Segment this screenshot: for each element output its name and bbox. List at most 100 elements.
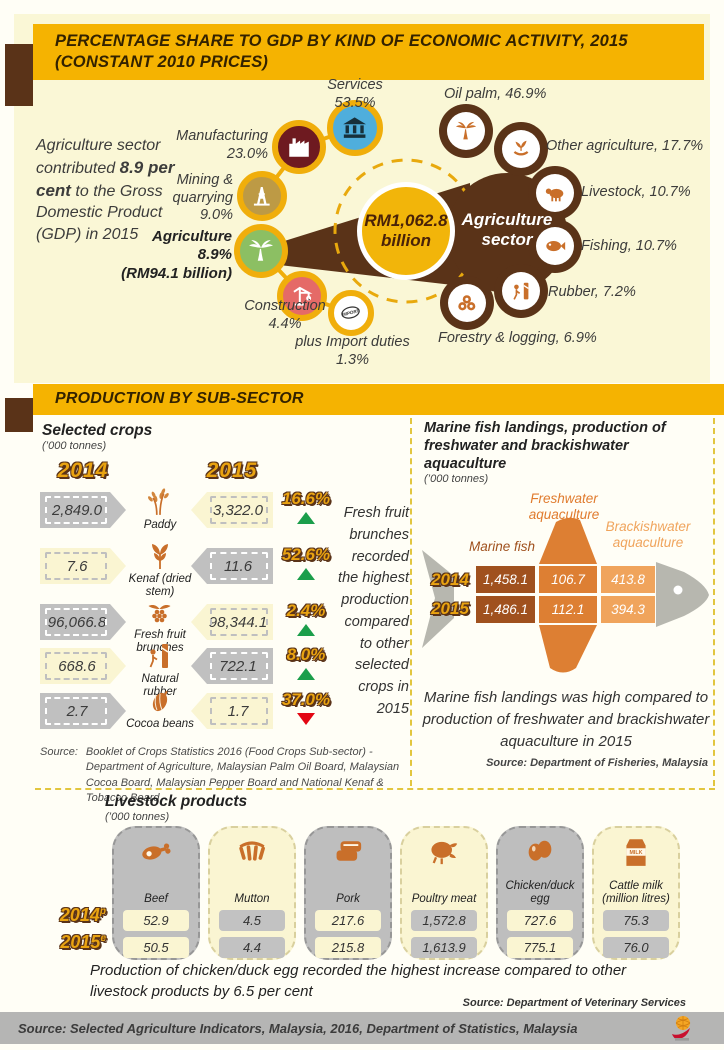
beef-name: Beef — [144, 892, 168, 905]
agriculture-sector-label: Agriculture sector — [452, 210, 562, 251]
import-duties-label: plus Import duties 1.3% — [295, 334, 410, 369]
poultry-name: Poultry meat — [411, 892, 477, 905]
mining-circle — [237, 171, 287, 221]
crane-icon — [293, 286, 313, 306]
eggs-icon — [498, 835, 582, 867]
livestock-share-label: Livestock, 10.7% — [581, 184, 691, 200]
cocoa-name: Cocoa beans — [126, 718, 194, 730]
livestock-year-2015-text: 2015 — [60, 932, 101, 952]
crops-source-text: Booklet of Crops Statistics 2016 (Food C… — [85, 746, 400, 805]
rubber-2015-value: 722.1 — [219, 657, 257, 675]
services-circle — [327, 100, 383, 156]
import-duties-pct: 1.3% — [335, 351, 370, 368]
marine-fish-label: Marine fish — [468, 539, 536, 554]
agriculture-label: Agriculture 8.9% (RM94.1 billion) — [108, 228, 232, 283]
page-title-line2: (CONSTANT 2010 PRICES) — [55, 53, 269, 71]
paddy-icon — [129, 485, 191, 517]
paddy-2014-value: 2,849.0 — [51, 501, 103, 519]
factory-icon — [289, 138, 309, 157]
kenaf-2014-value: 7.6 — [66, 557, 88, 575]
oil-palm-share-label: Oil palm, 46.9% — [444, 86, 547, 102]
paddy-change-pct: 16.6% — [281, 489, 331, 508]
mutton-name: Mutton — [234, 892, 270, 905]
construction-pct: 4.4% — [268, 315, 302, 332]
agriculture-circle — [234, 224, 288, 278]
fresh-2015-value: 112.1 — [539, 596, 597, 623]
forestry-share-label: Forestry & logging, 6.9% — [438, 330, 597, 346]
fisheries-panel: Marine fish landings, production of fres… — [420, 415, 714, 788]
cocoa-2014-value: 2.7 — [66, 702, 88, 720]
kenaf-change-pct: 52.6% — [281, 545, 331, 564]
livestock-year-2014-text: 2014 — [59, 905, 100, 925]
beef-icon — [114, 835, 198, 867]
services-pct: 53.5% — [334, 94, 376, 111]
page-title-bar: PERCENTAGE SHARE TO GDP BY KIND OF ECONO… — [33, 24, 704, 80]
egg-2014-value: 727.6 — [507, 910, 573, 931]
kenaf-icon — [129, 541, 191, 571]
cow-icon — [545, 188, 564, 202]
cocoa-change-pct: 37.0% — [281, 690, 331, 709]
poultry-chicken-icon — [402, 835, 486, 867]
crops-note: Fresh fruit brunches recorded the highes… — [338, 505, 409, 717]
page-title-line1: PERCENTAGE SHARE TO GDP BY KIND OF ECONO… — [55, 31, 628, 50]
gdp-intro-text: Agriculture sector contributed 8.9 per c… — [36, 135, 186, 246]
horizontal-divider — [35, 788, 715, 790]
footer-source: Source: Selected Agriculture Indicators,… — [18, 1020, 578, 1036]
fisheries-unit: (’000 tonnes) — [424, 473, 489, 486]
rubber-change-pct: 8.0% — [286, 645, 326, 664]
mining-pct: 9.0% — [199, 207, 233, 224]
fisheries-source: Source: Department of Fisheries, Malaysi… — [486, 757, 708, 769]
crop-2014-value-arrow: 7.6 — [40, 548, 126, 584]
construction-circle — [277, 271, 327, 321]
import-duties-name: plus Import duties — [295, 334, 410, 350]
gdp-diagram: Agriculture sector contributed 8.9 per c… — [0, 77, 724, 383]
palm-tree-icon — [249, 240, 273, 261]
fisheries-title: Marine fish landings, production of fres… — [424, 420, 666, 473]
fish-head — [656, 562, 709, 627]
poultry-2015-value: 1,613.9 — [411, 937, 477, 958]
crops-source: Source: Booklet of Crops Statistics 2016… — [40, 745, 408, 807]
bank-icon — [343, 117, 367, 139]
crop-2015-value-arrow: 1.7 — [191, 693, 273, 729]
section-brown-tab — [5, 398, 33, 432]
fish-tail — [422, 550, 454, 648]
ffb-2014-value: 96,066.8 — [47, 613, 107, 631]
gdp-total-value: RM1,062.8 — [364, 211, 448, 231]
livestock-year-2014: 2014p — [38, 905, 106, 926]
crop-2014-value-arrow: 668.6 — [40, 648, 126, 684]
paddy-2015-value: 3,322.0 — [212, 501, 264, 519]
rubber-tapper-icon — [513, 282, 529, 300]
crops-year-2015: 2015 — [206, 459, 258, 482]
crop-2014-value-arrow: 96,066.8 — [40, 604, 126, 640]
footer-bar: Source: Selected Agriculture Indicators,… — [0, 1012, 724, 1044]
livestock-panel: Livestock products (’000 tonnes) 2014p 2… — [0, 790, 724, 1012]
livestock-title: Livestock products — [105, 793, 248, 810]
livestock-card-pork: Pork 217.6 215.8 — [304, 826, 392, 960]
milk-2014-value: 75.3 — [603, 910, 669, 931]
manufacturing-name: Manufacturing — [176, 128, 268, 144]
increase-triangle-icon — [297, 568, 315, 580]
fishing-share-label: Fishing, 10.7% — [581, 238, 677, 254]
import-stamp-icon: IMPORT — [341, 306, 361, 320]
livestock-card-milk: MILK Cattle milk (million litres) 75.3 7… — [592, 826, 680, 960]
fish-top-fin — [539, 517, 597, 564]
increase-triangle-icon — [297, 512, 315, 524]
gdp-intro-highlight: 8.9 per cent — [36, 157, 175, 200]
livestock-note: Production of chicken/duck egg recorded … — [90, 962, 627, 1000]
services-label: Services 53.5% — [315, 77, 395, 112]
increase-triangle-icon — [297, 668, 315, 680]
other-agriculture-share-label: Other agriculture, 17.7% — [546, 138, 704, 154]
crops-source-label: Source: — [40, 746, 78, 758]
kenaf-2015-value: 11.6 — [223, 557, 253, 575]
fruit-bunch-icon — [129, 597, 191, 627]
milk-2015-value: 76.0 — [603, 937, 669, 958]
pork-2015-value: 215.8 — [315, 937, 381, 958]
agriculture-pct: 8.9% — [197, 246, 232, 264]
increase-triangle-icon — [297, 624, 315, 636]
paddy-name: Paddy — [143, 519, 177, 531]
milk-name: Cattle milk (million litres) — [602, 879, 670, 905]
logs-icon — [458, 295, 476, 311]
right-edge-divider — [713, 418, 715, 786]
ffb-change-pct: 2.4% — [286, 601, 326, 620]
